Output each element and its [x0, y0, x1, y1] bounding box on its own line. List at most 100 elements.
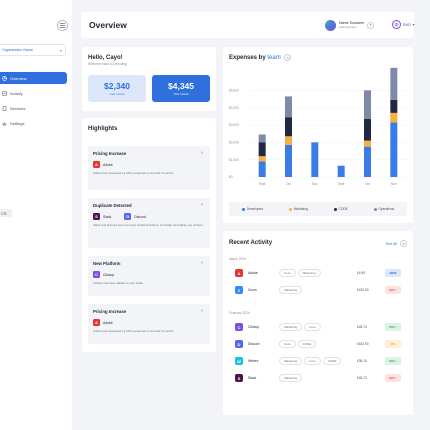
tag-list: Core CODE — [279, 340, 317, 348]
chevron-down-icon: ▾ — [400, 240, 407, 247]
bar-code[interactable] — [364, 118, 371, 141]
highlight-item: Pricing Increase × A Adobe Adobe has inc… — [88, 146, 210, 190]
amount: £45.72 — [357, 376, 367, 380]
tag-list: Marketing — [279, 374, 303, 382]
sidebar-item-label: Services — [10, 105, 26, 111]
highlight-item: Duplicate Detected × S Slack D Discord S… — [88, 198, 210, 248]
category-tag: Marketing — [279, 374, 303, 382]
bar-operations[interactable] — [258, 134, 266, 143]
activity-title: Recent Activity — [229, 240, 273, 246]
close-icon[interactable]: × — [200, 202, 204, 207]
activity-row[interactable]: S Slack Marketing £45.72 10% ↑ — [229, 372, 407, 384]
highlight-text: Adobe has increased by 20% compared to t… — [93, 329, 174, 333]
legend-item: CODE — [333, 207, 348, 211]
change-badge: 15% ↓ — [385, 357, 401, 365]
bar-developers[interactable] — [390, 122, 398, 177]
sidebar-item-activity[interactable]: Activity — [0, 87, 67, 99]
chevron-down-icon: ▾ — [412, 22, 415, 27]
bar-marketing[interactable] — [285, 136, 292, 145]
activity-row[interactable]: Z Zoom Marketing £432.00 10% ↑ — [229, 284, 407, 296]
organization-select[interactable]: Organization Name ▾ — [0, 44, 66, 56]
bar-code[interactable] — [258, 142, 266, 157]
chevron-down-icon[interactable]: ▾ — [284, 54, 292, 61]
category-tag: Core — [304, 323, 321, 331]
bar-developers[interactable] — [285, 144, 292, 177]
bar-marketing[interactable] — [364, 140, 371, 147]
y-tick-label: $5,000 — [229, 89, 239, 93]
x-tick-label: Oct — [286, 182, 291, 186]
chevron-down-icon[interactable]: ▾ — [367, 21, 375, 29]
close-icon[interactable]: × — [200, 260, 204, 265]
page-title: Overview — [89, 20, 127, 30]
stat-value: $2,340 — [104, 81, 130, 91]
bar-operations[interactable] — [364, 90, 371, 119]
category-tag: Marketing — [279, 357, 303, 365]
amount: £432.90 — [357, 342, 369, 346]
discord-logo-icon: D — [124, 213, 132, 220]
legend-item: Developers — [241, 207, 263, 211]
user-role: Administrator — [339, 25, 357, 30]
x-tick-label: Nov — [391, 182, 397, 186]
highlights-card: Highlights Pricing Increase × A Adobe Ad… — [82, 118, 216, 352]
activity-row[interactable]: C Clickup Marketing Core £45.74 15% ↓ — [229, 321, 407, 333]
sidebar-nav: Overview Activity Services Settings — [0, 72, 67, 132]
activity-row[interactable]: A Adobe Core Marketing £4.99 NEW — [229, 267, 407, 279]
sidebar-item-settings[interactable]: Settings — [0, 117, 67, 129]
bar-developers[interactable] — [364, 146, 371, 177]
chart-team-select[interactable]: team — [267, 55, 281, 62]
bar-marketing[interactable] — [258, 156, 266, 162]
activity-row[interactable]: W Webex Marketing Core CODE £35.10 15% ↓ — [229, 355, 407, 367]
category-tag: Core — [304, 357, 321, 365]
highlight-item: New Platform × C Clickup Clickup has bee… — [88, 256, 210, 296]
activity-group-label: March 2024 — [229, 257, 246, 261]
language-select[interactable]: ◍ ENG ▾ — [392, 20, 415, 29]
sidebar-item-services[interactable]: Services — [0, 102, 67, 114]
bar-developers[interactable] — [258, 161, 266, 177]
side-badge: CR — [0, 209, 12, 217]
bar-code[interactable] — [390, 99, 398, 113]
app-name: Slack — [248, 376, 257, 380]
sidebar-item-label: Overview — [10, 75, 27, 81]
user-menu[interactable]: Name Surname Administrator ▾ — [325, 17, 375, 33]
x-tick-label: Sept — [259, 182, 266, 186]
tag-list: Marketing Core — [279, 323, 321, 331]
category-tag: Marketing — [279, 323, 303, 331]
activity-group-label: February 2024 — [229, 311, 250, 315]
main-area: Overview Name Surname Administrator ▾ ◍ … — [72, 0, 430, 430]
bar-operations[interactable] — [390, 67, 398, 100]
y-tick-label: $2,000 — [229, 141, 239, 145]
highlight-title: Pricing Increase — [93, 151, 127, 156]
y-tick-label: $4,000 — [229, 106, 239, 110]
highlight-text: Adobe has increased by 20% compared to t… — [93, 171, 174, 175]
see-all-link[interactable]: See All ▾ — [386, 240, 407, 247]
category-tag: CODE — [322, 357, 342, 365]
bar-operations[interactable] — [285, 96, 292, 118]
bar-developers[interactable] — [337, 165, 345, 177]
activity-row[interactable]: D Discord Core CODE £432.90 0% — [229, 338, 407, 350]
app-name: Clickup — [103, 272, 115, 277]
adobe-logo-icon: A — [235, 269, 243, 277]
highlight-title: Pricing Increase — [93, 309, 127, 314]
change-badge: 15% ↓ — [385, 323, 401, 331]
tag-list: Marketing — [279, 286, 303, 294]
sidebar: Organization Name ▾ Overview Activity Se… — [0, 0, 72, 430]
tag-list: Core Marketing — [279, 269, 321, 277]
sidebar-item-overview[interactable]: Overview — [0, 72, 67, 84]
highlight-title: Duplicate Detected — [93, 203, 132, 208]
bar-developers[interactable] — [311, 142, 319, 177]
change-badge: 10% ↑ — [385, 374, 401, 382]
close-icon[interactable]: × — [200, 308, 204, 313]
highlight-text: Slack and Discord seem to have similar f… — [93, 223, 203, 227]
chart-title: Expenses by team ▾ — [229, 54, 407, 61]
bar-code[interactable] — [285, 117, 292, 137]
chart-title-text: Expenses by — [229, 55, 266, 62]
menu-toggle-icon[interactable] — [57, 20, 68, 31]
amount: £432.00 — [357, 288, 369, 292]
x-tick-label: Nov — [312, 182, 318, 186]
change-badge: NEW — [385, 269, 401, 277]
bar-marketing[interactable] — [390, 112, 398, 123]
recent-activity-card: Recent Activity See All ▾ March 2024 A Ado… — [223, 231, 413, 415]
category-tag: Marketing — [297, 269, 321, 277]
y-tick-label: $0 — [229, 175, 233, 179]
close-icon[interactable]: × — [200, 150, 204, 155]
